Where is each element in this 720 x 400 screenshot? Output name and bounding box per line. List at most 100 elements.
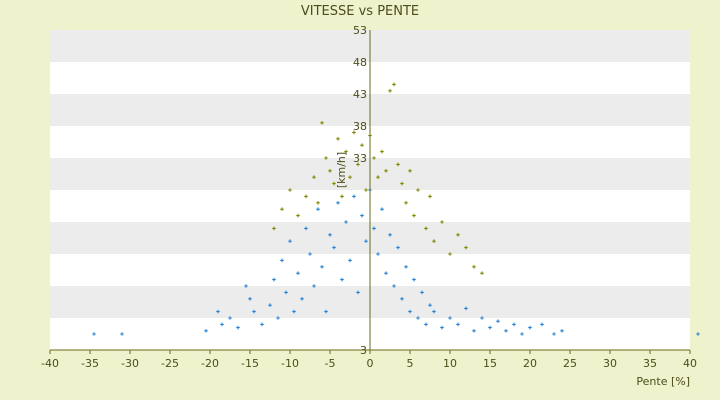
y-tick-label: 33 <box>353 152 367 165</box>
data-point-blue <box>528 325 532 330</box>
data-point-blue <box>228 316 232 320</box>
data-point-olive <box>416 188 420 192</box>
data-point-blue <box>540 322 544 327</box>
data-point-blue <box>396 245 400 250</box>
y-tick-label: 38 <box>353 120 367 133</box>
data-point-olive <box>464 245 468 250</box>
data-point-olive <box>328 169 332 173</box>
data-point-blue <box>372 226 376 231</box>
data-point-blue <box>480 316 484 320</box>
data-point-blue <box>352 194 356 199</box>
data-point-blue <box>300 297 304 301</box>
data-point-olive <box>360 143 364 147</box>
data-point-olive <box>384 169 388 173</box>
data-point-olive <box>280 207 284 211</box>
data-point-olive <box>304 194 308 199</box>
data-point-olive <box>312 175 316 179</box>
data-point-blue <box>316 207 320 211</box>
x-tick-label: 0 <box>367 357 374 370</box>
data-point-blue <box>216 309 220 314</box>
x-tick-label: 40 <box>683 357 697 370</box>
chart-title: VITESSE vs PENTE <box>301 4 419 19</box>
data-point-blue <box>336 201 340 205</box>
x-tick-label: -10 <box>281 357 299 370</box>
x-axis-title: Pente [%] <box>636 375 690 388</box>
data-point-blue <box>380 207 384 211</box>
data-point-olive <box>344 149 348 154</box>
data-point-blue <box>280 258 284 263</box>
data-point-olive <box>424 226 428 231</box>
data-point-blue <box>456 322 460 327</box>
tick-labels: -40 -35 -30 -25 -20 -15 -10 -5 0 5 10 15 20 25 30 35 40 3… <box>41 24 697 370</box>
data-point-blue <box>408 309 412 314</box>
x-tick-label: 5 <box>407 357 414 370</box>
data-point-blue <box>268 303 272 307</box>
data-point-olive <box>440 220 444 224</box>
data-point-olive <box>296 213 300 218</box>
data-point-olive <box>320 121 324 125</box>
data-point-blue <box>296 271 300 275</box>
x-tick-label: 15 <box>483 357 497 370</box>
x-tick-label: 25 <box>563 357 577 370</box>
data-point-olive <box>408 169 412 173</box>
data-point-olive <box>376 175 380 179</box>
data-point-blue <box>284 290 288 295</box>
data-point-olive <box>272 226 276 231</box>
y-tick-label: 43 <box>353 88 367 101</box>
data-point-olive <box>332 181 336 186</box>
data-point-blue <box>560 329 564 333</box>
data-point-olive <box>324 156 328 160</box>
data-point-olive <box>336 137 340 141</box>
data-point-olive <box>380 149 384 154</box>
data-point-blue <box>236 325 240 330</box>
data-point-olive <box>428 194 432 199</box>
data-point-olive <box>400 181 404 186</box>
data-point-blue <box>504 329 508 333</box>
data-point-olive <box>480 271 484 275</box>
data-points <box>92 82 700 336</box>
y-tick-label: 48 <box>353 56 367 69</box>
data-point-blue <box>348 258 352 263</box>
data-point-olive <box>456 233 460 237</box>
x-tick-label: -25 <box>161 357 179 370</box>
y-axis-title: [km/h] <box>335 152 348 188</box>
data-point-blue <box>428 303 432 307</box>
data-point-blue <box>328 233 332 237</box>
data-point-blue <box>392 284 396 288</box>
data-point-blue <box>252 309 256 314</box>
data-point-blue <box>272 277 276 282</box>
data-point-blue <box>472 329 476 333</box>
data-point-blue <box>260 322 264 327</box>
data-point-blue <box>432 309 436 314</box>
y-tick-label: 53 <box>353 24 367 37</box>
x-tick-label: 35 <box>643 357 657 370</box>
x-tick-label: -20 <box>201 357 219 370</box>
data-point-blue <box>384 271 388 275</box>
data-point-olive <box>396 162 400 167</box>
data-point-blue <box>512 322 516 327</box>
data-point-blue <box>464 306 468 311</box>
x-tick-label: -35 <box>81 357 99 370</box>
data-point-olive <box>412 213 416 218</box>
data-point-olive <box>316 201 320 205</box>
data-point-blue <box>320 265 324 269</box>
x-tick-label: 20 <box>523 357 537 370</box>
data-point-blue <box>448 316 452 320</box>
data-point-blue <box>552 332 556 336</box>
data-point-blue <box>120 332 124 336</box>
data-point-blue <box>420 290 424 295</box>
data-point-blue <box>488 325 492 330</box>
data-point-blue <box>92 332 96 336</box>
x-tick-label: 10 <box>443 357 457 370</box>
data-point-blue <box>520 332 524 336</box>
data-point-blue <box>204 329 208 333</box>
data-point-blue <box>288 239 292 243</box>
data-point-blue <box>496 319 500 323</box>
data-point-olive <box>472 265 476 269</box>
data-point-olive <box>388 89 392 93</box>
data-point-olive <box>372 156 376 160</box>
data-point-blue <box>360 213 364 218</box>
data-point-olive <box>432 239 436 243</box>
